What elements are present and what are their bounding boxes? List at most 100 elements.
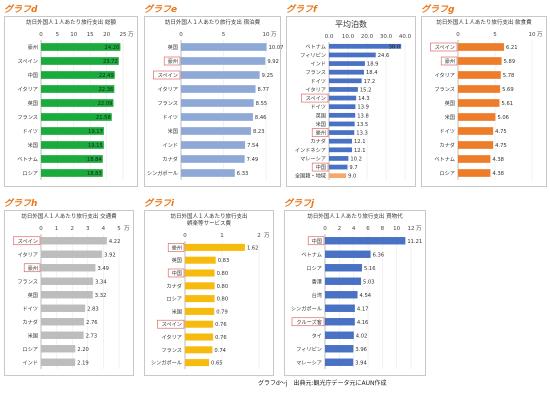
tick-label: 40.0 (399, 34, 412, 40)
category-label: 米国 (445, 113, 455, 121)
value-label: 2.83 (87, 306, 99, 312)
value-label: 22.09 (98, 101, 113, 107)
tick-label: 0 (39, 226, 43, 232)
value-label: 7.49 (247, 157, 259, 163)
category-label: カナダ (439, 141, 455, 149)
bar (185, 295, 215, 303)
highlight-box (311, 128, 329, 137)
chart-svg: 0.0 10.0 20.0 30.0 40.0 ベトナム 38.0 フィリピン 24.6 インド 1… (295, 34, 412, 180)
value-label: 0.76 (215, 322, 227, 328)
value-label: 6.36 (373, 252, 385, 258)
value-label: 2.76 (86, 320, 98, 326)
value-label: 18.84 (87, 157, 103, 163)
value-label: 4.75 (495, 129, 507, 135)
bar (41, 291, 93, 299)
value-label: 3.92 (104, 252, 116, 258)
category-label: ドイツ (310, 105, 326, 111)
panel-label: グラフj (284, 199, 315, 209)
category-label: 豪州 (445, 57, 455, 65)
highlight-box (440, 56, 458, 66)
value-label: 13.9 (357, 105, 369, 111)
value-label: 5.61 (502, 101, 514, 107)
category-label: インドネシア (295, 147, 326, 154)
category-label: フランス (434, 86, 455, 93)
bar (185, 320, 214, 328)
category-label: ベトナム (434, 156, 455, 163)
value-label: 9.92 (267, 59, 279, 65)
unit-label: 万 (128, 31, 134, 38)
value-label: 15.2 (360, 87, 372, 93)
tick-label: 0 (323, 226, 327, 232)
value-label: 2.20 (77, 347, 89, 353)
bar (325, 304, 355, 312)
bar (181, 57, 266, 65)
tick-label: 1 (220, 233, 224, 239)
value-label: 4.38 (492, 157, 504, 163)
value-label: 9.25 (262, 73, 274, 79)
bar (185, 307, 215, 315)
value-label: 8.23 (253, 129, 265, 135)
value-label: 13.5 (357, 122, 369, 128)
category-label: フィリピン (300, 52, 326, 59)
panel-label: グラフi (144, 199, 175, 209)
bar (181, 99, 254, 107)
category-label: ドイツ (439, 129, 455, 135)
category-label: シンガポール (147, 169, 178, 177)
tick-label: 5 (222, 32, 226, 38)
category-label: スペイン (306, 95, 326, 102)
highlight-box (430, 42, 458, 52)
tick-label: 6 (366, 226, 370, 232)
tick-label: 0 (183, 233, 187, 239)
category-label: 米国 (28, 141, 38, 149)
value-label: 2.73 (86, 333, 98, 339)
category-label: イタリア (157, 85, 178, 93)
bar (41, 127, 104, 135)
chart-title: 訪日外国人１人あたり旅行支出 買物代 (285, 214, 425, 221)
value-label: 18.4 (366, 70, 378, 76)
chart-title-line: 訪日外国人１人あたり旅行支出 買物代 (307, 214, 403, 220)
category-label: ロシア (306, 265, 322, 272)
bar (458, 99, 500, 107)
chart-svg: 0 5 10 15 20 25 万豪州 24.20 スペイン 23.72 中国 22.49 イタリア 22… (17, 31, 134, 180)
bar (41, 113, 112, 121)
chart-d: 訪日外国人１人あたり旅行支出 総額 0 5 10 15 20 25 万豪州 24.20 スペイン 2… (4, 16, 138, 187)
category-label: ロシア (22, 346, 38, 353)
bar (181, 113, 253, 121)
tick-label: 4 (352, 226, 356, 232)
category-label: 中国 (28, 71, 38, 79)
value-label: 18.9 (367, 62, 379, 68)
category-label: 米国 (316, 120, 326, 128)
value-label: 8.46 (255, 115, 267, 121)
bar (458, 71, 501, 79)
bar (325, 264, 362, 272)
category-label: フランス (17, 114, 38, 121)
bar (329, 138, 352, 144)
chart-title-line: 訪日外国人１人あたり旅行支出 (170, 214, 248, 220)
panel-label: グラフe (144, 5, 178, 15)
bar (41, 264, 96, 272)
tick-label: 25 (120, 32, 127, 38)
bar (185, 359, 210, 367)
value-label: 19.17 (88, 129, 103, 135)
value-label: 9.7 (349, 165, 357, 171)
chart-title-line: 娯楽等サービス費 (186, 221, 231, 227)
bar (185, 282, 215, 290)
tick-label: 10 (70, 32, 77, 38)
tick-label: 4 (102, 226, 106, 232)
value-label: 3.34 (95, 279, 107, 285)
value-label: 3.32 (95, 293, 107, 299)
bar (185, 269, 215, 277)
category-label: フランス (157, 100, 178, 107)
category-label: ロシア (22, 170, 38, 177)
bar (329, 112, 356, 118)
chart-title-line: 訪日外国人１人あたり旅行支出 飲食費 (436, 20, 532, 26)
bar (41, 331, 84, 339)
unit-label: 万 (264, 232, 270, 239)
value-label: 24.6 (378, 53, 390, 59)
tick-label: 15 (87, 32, 94, 38)
chart-title: 訪日外国人１人あたり旅行支出 総額 (5, 20, 137, 27)
highlight-box (163, 56, 181, 66)
category-label: 中国 (316, 163, 326, 171)
value-label: 12.1 (354, 139, 366, 145)
